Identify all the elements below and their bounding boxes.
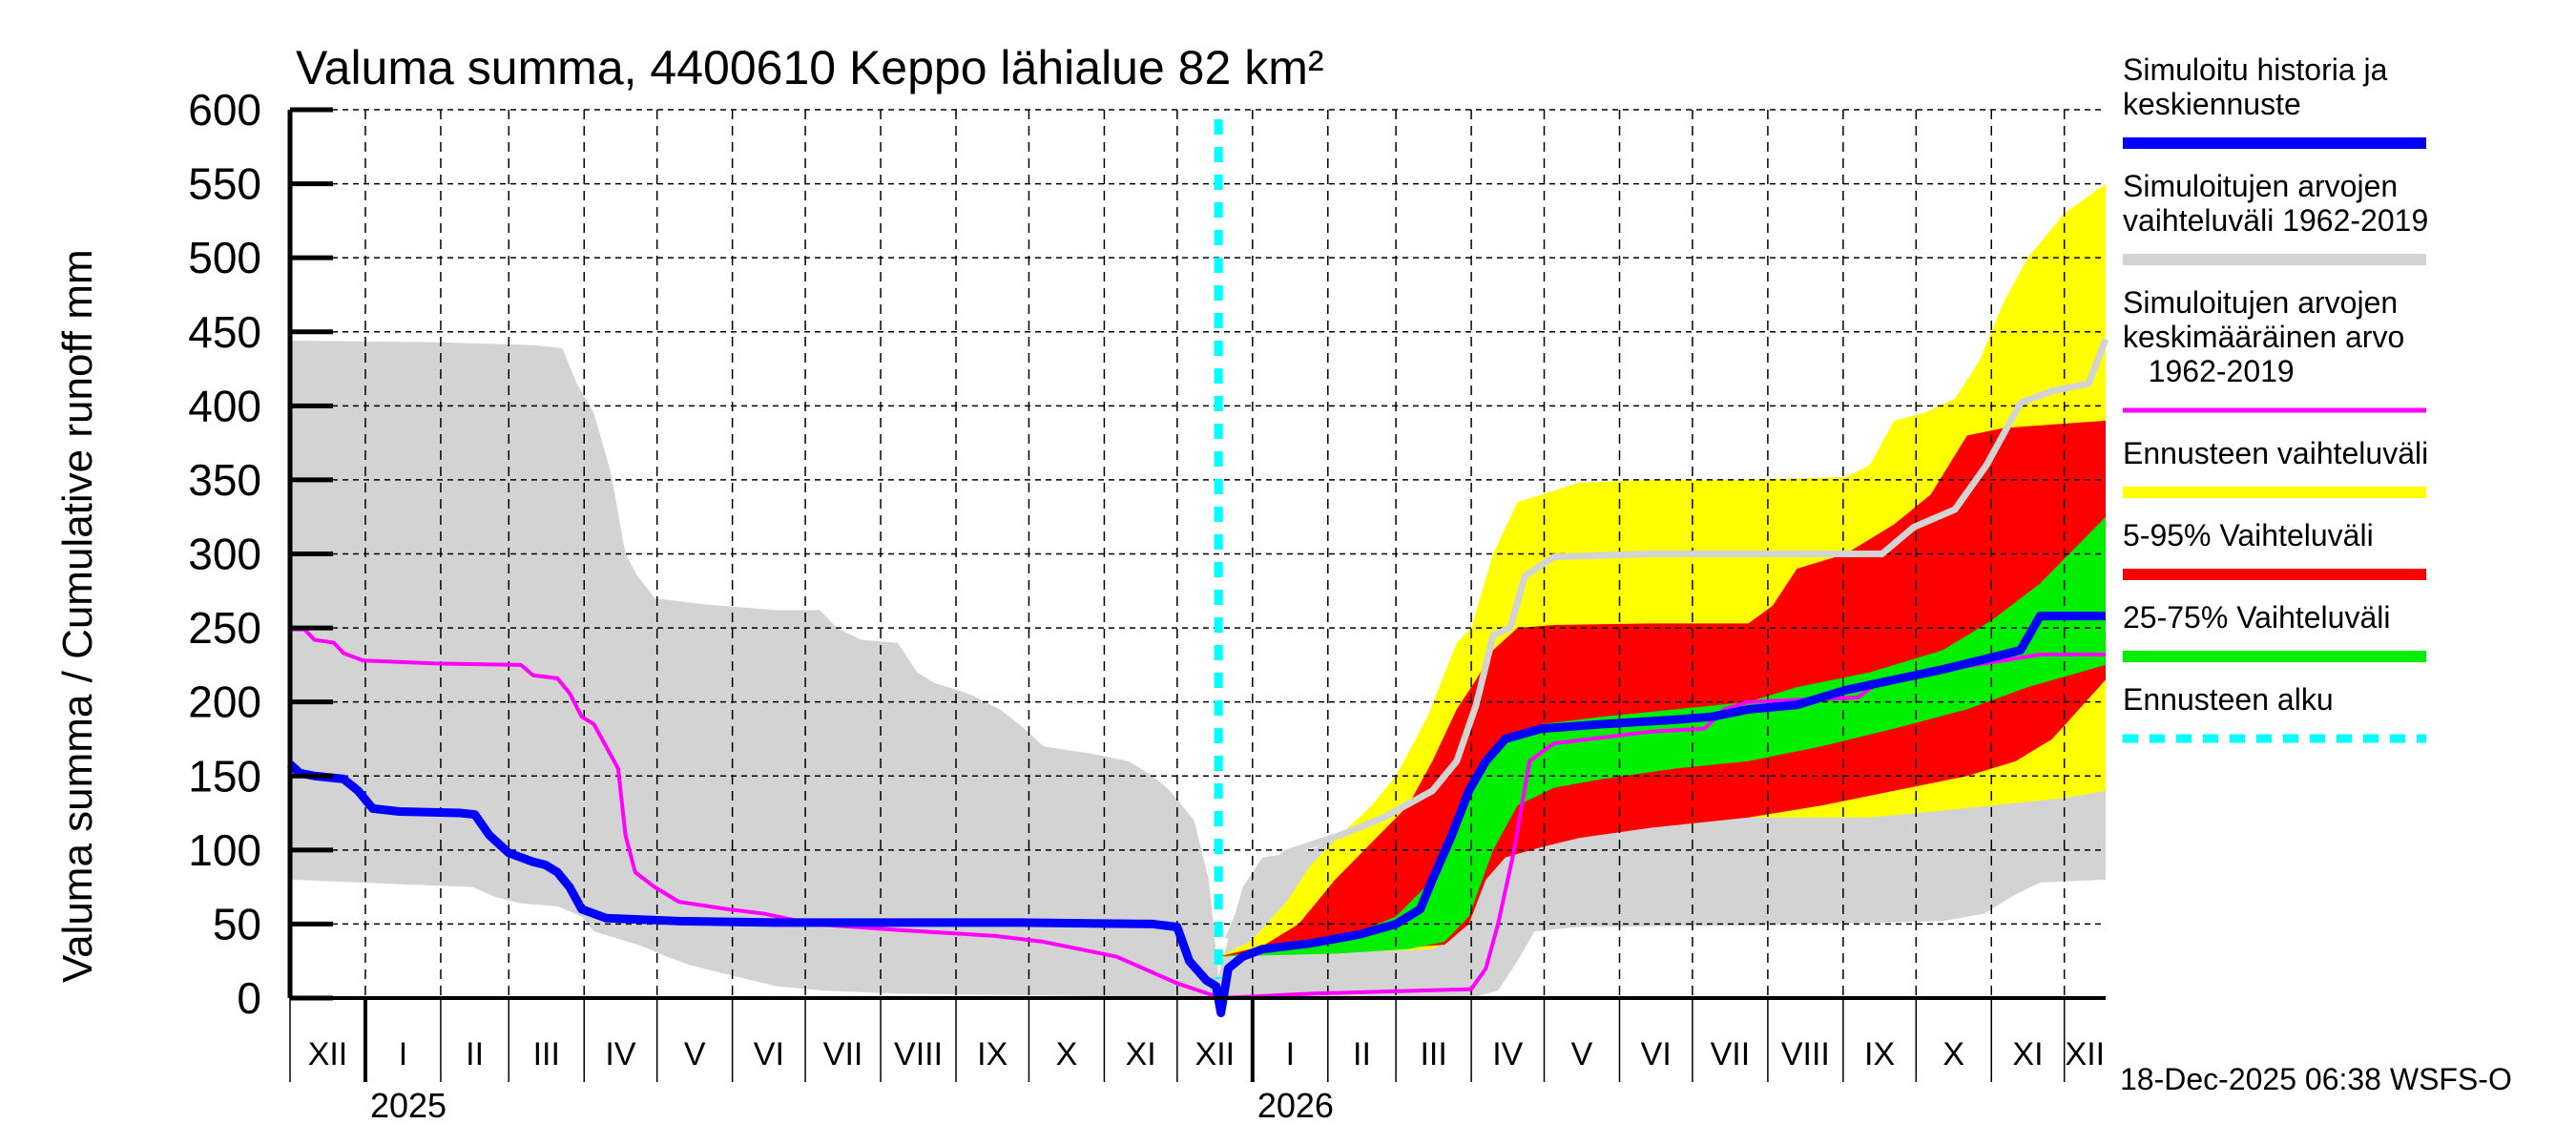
year-label: 2026 [1257,1086,1334,1125]
y-tick-label: 600 [188,85,261,135]
legend-label: 1962-2019 [2123,354,2295,388]
y-tick-label: 550 [188,159,261,209]
y-axis-title: Valuma summa / Cumulative runoff mm [54,249,101,983]
y-tick-label: 50 [213,899,261,948]
month-label: IV [605,1036,635,1072]
y-tick-label: 100 [188,825,261,875]
month-label: X [1056,1036,1078,1072]
month-label: II [466,1036,484,1072]
month-label: II [1353,1036,1371,1072]
month-label: VIII [894,1036,943,1072]
timestamp-footer: 18-Dec-2025 06:38 WSFS-O [2120,1062,2512,1096]
month-label: V [1571,1036,1593,1072]
month-label: I [1286,1036,1295,1072]
month-label: VII [1711,1036,1751,1072]
series-line-2 [1225,338,2109,941]
month-label: VI [1641,1036,1672,1072]
y-tick-label: 500 [188,233,261,282]
legend-label: keskimääräinen arvo [2123,320,2404,354]
month-label: XI [1126,1036,1156,1072]
series-layer [286,119,2109,1018]
month-label: V [684,1036,706,1072]
month-label: IX [1864,1036,1895,1072]
legend-label: Ennusteen alku [2123,682,2334,717]
legend-label: vaihteluväli 1962-2019 [2123,203,2428,238]
legend-label: keskiennuste [2123,87,2301,121]
month-label: IV [1492,1036,1523,1072]
legend-label: Simuloitujen arvojen [2123,285,2398,320]
y-tick-label: 400 [188,381,261,430]
month-label: XII [2066,1036,2106,1072]
series-line-0 [286,612,2106,1018]
legend-label: 5-95% Vaihteluväli [2123,518,2374,552]
month-label: XII [308,1036,348,1072]
y-tick-label: 350 [188,455,261,505]
month-label: III [533,1036,560,1072]
band-0 [290,339,2106,999]
y-tick-label: 0 [237,973,261,1023]
month-label: VIII [1781,1036,1830,1072]
y-tick-label: 200 [188,677,261,727]
y-tick-label: 450 [188,307,261,357]
band-3 [1218,516,2106,957]
month-label: XI [2012,1036,2043,1072]
legend-label: Simuloitu historia ja [2123,52,2388,87]
month-label: VII [823,1036,863,1072]
legend-label: 25-75% Vaihteluväli [2123,600,2390,635]
legend-label: Simuloitujen arvojen [2123,169,2398,203]
year-label: 2025 [370,1086,447,1125]
legend-label: Ennusteen vaihteluväli [2123,436,2428,470]
month-label: XII [1195,1036,1236,1072]
month-label: X [1942,1036,1964,1072]
y-tick-label: 300 [188,530,261,579]
month-label: VI [754,1036,784,1072]
y-tick-label: 150 [188,751,261,801]
month-label: I [399,1036,407,1072]
y-tick-label: 250 [188,603,261,653]
chart-title: Valuma summa, 4400610 Keppo lähialue 82 … [296,41,1324,94]
month-label: IX [977,1036,1008,1072]
month-label: III [1420,1036,1446,1072]
